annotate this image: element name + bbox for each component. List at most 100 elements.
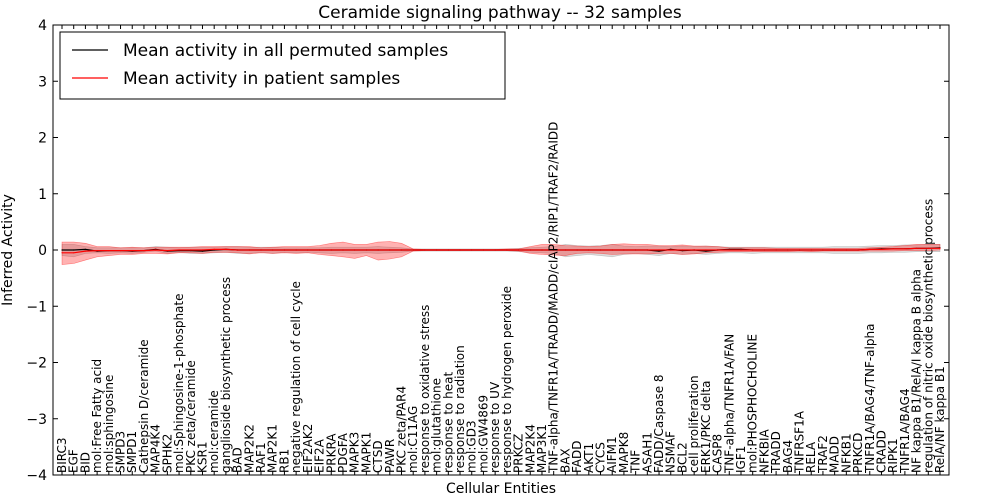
x-tick-label: TNFR1A/BAG4/TNF-alpha: [863, 324, 877, 474]
x-tick-label: PAWR: [383, 439, 397, 473]
x-tick-label: CTSD: [371, 440, 385, 473]
data-point-s1-54: [693, 249, 695, 251]
data-point-s1-59: [752, 249, 754, 251]
x-tick-label: RAF1: [254, 442, 268, 473]
x-tick-label: response to oxidative stress: [418, 305, 432, 473]
x-tick-label: TNFRSF1A: [793, 410, 807, 474]
data-point-s1-34: [459, 249, 461, 251]
data-point-s1-31: [424, 249, 426, 251]
x-tick-label: mol:GW4869: [476, 395, 490, 473]
legend-label-permuted: Mean activity in all permuted samples: [123, 41, 448, 61]
data-point-s1-14: [225, 248, 227, 250]
data-point-s1-29: [400, 249, 403, 251]
x-tick-label: mol:glutathione: [430, 378, 444, 473]
x-tick-label: TRADD: [769, 431, 783, 474]
x-tick-label: BAX: [558, 448, 572, 473]
x-tick-label: AKT1: [582, 443, 596, 473]
data-point-s1-62: [787, 249, 789, 251]
data-point-s1-3: [96, 250, 98, 252]
x-tick-label: MAP4K4: [149, 424, 163, 473]
y-axis: −4 −3 −2 −1 0 1 2 3 4: [26, 18, 949, 484]
x-tick-label: EGF: [67, 449, 81, 473]
x-tick-label: response to UV: [488, 381, 502, 473]
data-point-s0-12: [201, 250, 204, 252]
data-point-s1-23: [330, 249, 332, 251]
data-point-s1-39: [518, 249, 520, 251]
data-point-s1-21: [307, 249, 309, 251]
legend-label-patient: Mean activity in patient samples: [123, 69, 400, 89]
x-tick-label: BIRC3: [55, 437, 69, 473]
x-tick-label: PDGFA: [336, 432, 350, 473]
data-point-s1-32: [436, 249, 438, 251]
x-tick-label: MADD: [828, 436, 842, 473]
x-tick-label: KSR1: [196, 442, 210, 473]
data-point-s1-51: [658, 249, 660, 251]
data-point-s1-16: [248, 249, 250, 251]
x-tick-label: response to hydrogen peroxide: [500, 286, 514, 473]
y-tick-label: −1: [26, 299, 47, 315]
x-tick-label: TNF: [629, 450, 643, 474]
data-point-s1-42: [553, 249, 555, 251]
data-point-s1-30: [412, 249, 414, 251]
data-point-s1-64: [810, 249, 812, 251]
legend: Mean activity in all permuted samples Me…: [59, 31, 506, 100]
band-series-1: [61, 241, 941, 265]
x-tick-label: SMPD1: [125, 431, 139, 473]
x-tick-label: cell proliferation: [687, 375, 701, 473]
x-tick-label: RB1: [277, 449, 291, 473]
x-tick-label: mol:Sphingosine-1-phosphate: [172, 294, 186, 474]
data-point-s1-72: [904, 248, 906, 250]
x-tick-label: FADD: [570, 441, 584, 474]
data-point-s1-52: [670, 249, 672, 251]
data-point-s1-17: [260, 249, 262, 251]
x-tick-label: MAP3K1: [535, 424, 549, 473]
data-point-s1-37: [494, 249, 496, 251]
data-point-s1-50: [646, 249, 648, 251]
data-point-s1-19: [283, 249, 285, 251]
x-tick-label: PRKRA: [324, 433, 338, 473]
data-point-s1-35: [471, 249, 473, 251]
data-point-s1-28: [389, 249, 391, 251]
data-point-s1-43: [564, 249, 567, 251]
data-point-s1-73: [916, 247, 918, 249]
series-line-1: [62, 247, 940, 254]
y-tick-label: 0: [38, 243, 47, 259]
x-tick-label: PKC zeta/ceramide: [184, 360, 198, 473]
x-tick-label: PKC zeta/PAR4: [395, 386, 409, 473]
y-tick-label: −3: [26, 412, 47, 428]
data-point-s1-55: [705, 249, 707, 251]
data-point-s1-10: [178, 249, 180, 251]
x-tick-label: mol:C11AG: [406, 406, 420, 473]
x-tick-label: MAP2K1: [266, 424, 280, 473]
data-point-s1-75: [939, 247, 941, 249]
data-point-s1-66: [834, 249, 836, 251]
data-point-s1-60: [763, 249, 766, 251]
legend-box: [59, 31, 506, 100]
x-tick-label: TNFR1A/BAG4: [898, 388, 912, 474]
y-tick-label: 4: [38, 18, 47, 34]
data-point-s1-65: [822, 249, 824, 251]
data-point-s1-46: [599, 249, 602, 251]
x-tick-label: NF kappa B1/RelA/I kappa B alpha: [910, 269, 924, 473]
data-point-s0-0: [61, 249, 63, 251]
data-point-s1-12: [201, 249, 204, 251]
x-tick-label: ASAH1: [640, 432, 654, 473]
data-point-s0-51: [658, 250, 660, 252]
data-point-s1-38: [506, 249, 508, 251]
data-point-s1-67: [845, 249, 847, 251]
data-point-s1-56: [717, 249, 719, 251]
x-tick-label: TNF-alpha/TNFR1A/TRADD/MADD/cIAP2/RIP1/T…: [547, 122, 561, 474]
x-tick-label: NFKB1: [839, 433, 853, 473]
data-point-s1-49: [635, 249, 637, 251]
data-point-s0-2: [84, 248, 86, 250]
x-tick-label: BID: [78, 452, 92, 473]
y-tick-label: −2: [26, 356, 47, 372]
data-point-s1-20: [295, 249, 297, 251]
data-point-s1-15: [237, 249, 239, 251]
x-tick-label: negative regulation of cell cycle: [289, 281, 303, 473]
data-point-s1-48: [623, 249, 625, 251]
x-axis-label: Cellular Entities: [446, 481, 556, 497]
data-point-s1-44: [576, 249, 578, 251]
